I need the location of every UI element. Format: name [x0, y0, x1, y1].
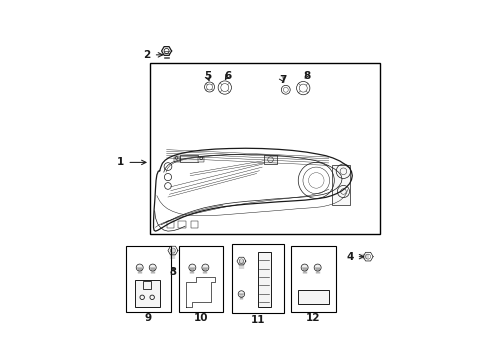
Text: 10: 10: [194, 313, 208, 323]
Bar: [264, 156, 277, 164]
Circle shape: [314, 264, 321, 271]
Circle shape: [149, 264, 156, 271]
Bar: [332, 165, 350, 205]
Circle shape: [301, 264, 308, 271]
Bar: [179, 246, 223, 312]
Text: 5: 5: [204, 72, 211, 81]
Circle shape: [238, 291, 245, 297]
Bar: [178, 221, 186, 228]
Bar: [180, 155, 198, 162]
Text: 6: 6: [224, 71, 231, 81]
Text: 3: 3: [170, 267, 176, 277]
Text: 7: 7: [279, 75, 286, 85]
Text: 12: 12: [306, 313, 321, 323]
Bar: [173, 157, 180, 162]
Circle shape: [202, 264, 209, 271]
Bar: [298, 291, 329, 304]
Text: 8: 8: [303, 71, 310, 81]
Text: 1: 1: [117, 157, 146, 167]
Circle shape: [189, 264, 196, 271]
Bar: [150, 63, 380, 234]
Circle shape: [136, 264, 143, 271]
Bar: [191, 221, 198, 228]
Bar: [258, 252, 270, 307]
Bar: [292, 246, 336, 312]
Text: 9: 9: [145, 313, 152, 323]
Bar: [232, 244, 284, 314]
Bar: [135, 280, 160, 307]
Text: 4: 4: [346, 252, 364, 262]
Text: 2: 2: [144, 50, 163, 60]
Bar: [144, 281, 151, 289]
Bar: [167, 221, 174, 228]
Bar: [198, 157, 204, 162]
Text: 11: 11: [251, 315, 265, 325]
Bar: [126, 246, 171, 312]
